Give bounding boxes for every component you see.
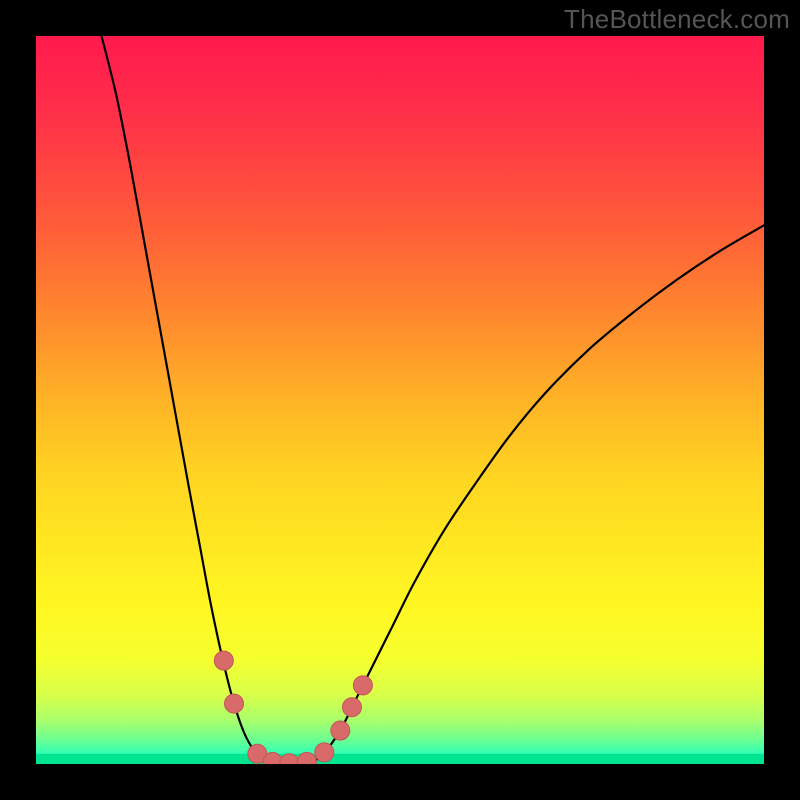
marker-point [225, 694, 244, 713]
bottleneck-chart [0, 0, 800, 800]
marker-point [342, 698, 361, 717]
chart-stage: TheBottleneck.com [0, 0, 800, 800]
gradient-background [36, 36, 764, 764]
marker-point [214, 651, 233, 670]
marker-point [331, 721, 350, 740]
marker-point [353, 676, 372, 695]
bottom-green-band [36, 754, 764, 764]
plot-area [36, 36, 764, 773]
marker-point [315, 743, 334, 762]
